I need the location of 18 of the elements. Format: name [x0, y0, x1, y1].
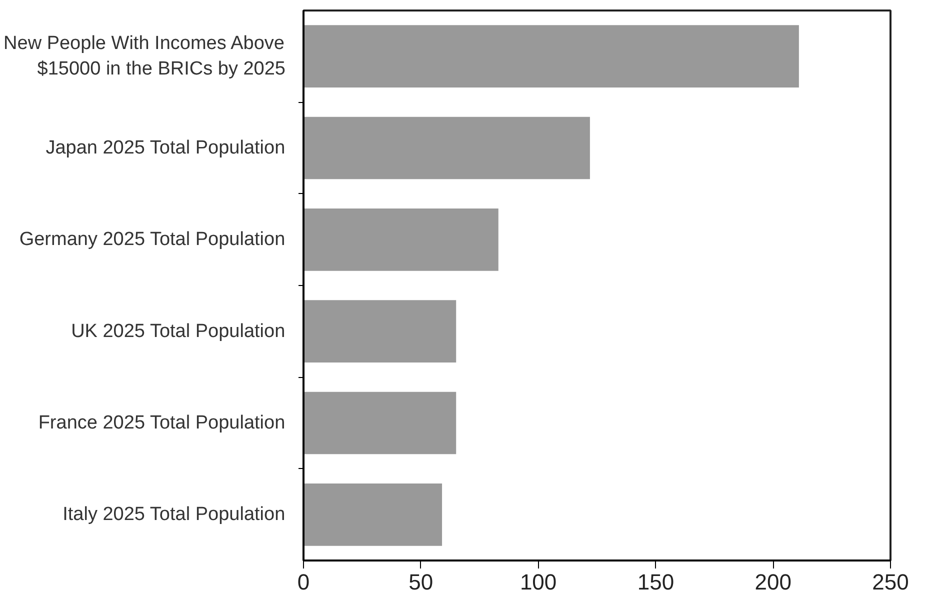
bar — [304, 25, 799, 88]
bar — [304, 484, 442, 546]
x-tick-label: 0 — [297, 570, 310, 594]
x-tick-label: 150 — [637, 570, 674, 594]
bar — [304, 116, 590, 180]
y-tick-label: New People With Incomes Above $15000 in the BRICs by 2025 — [4, 33, 286, 80]
y-tick-label: France 2025 Total Population — [38, 412, 286, 434]
y-tick-label: Japan 2025 Total Population — [46, 138, 286, 158]
bar — [304, 208, 498, 271]
y-tick-label: UK 2025 Total Population — [71, 320, 286, 342]
x-tick-label: 50 — [408, 570, 434, 594]
x-tick-label: 200 — [754, 570, 792, 594]
y-tick-label: Italy 2025 Total Population — [62, 504, 286, 526]
x-tick-label: 250 — [872, 570, 909, 594]
bar — [304, 392, 456, 454]
bar — [304, 300, 456, 362]
x-tick-label: 100 — [520, 570, 557, 594]
y-tick-label: Germany 2025 Total Population — [19, 229, 286, 250]
